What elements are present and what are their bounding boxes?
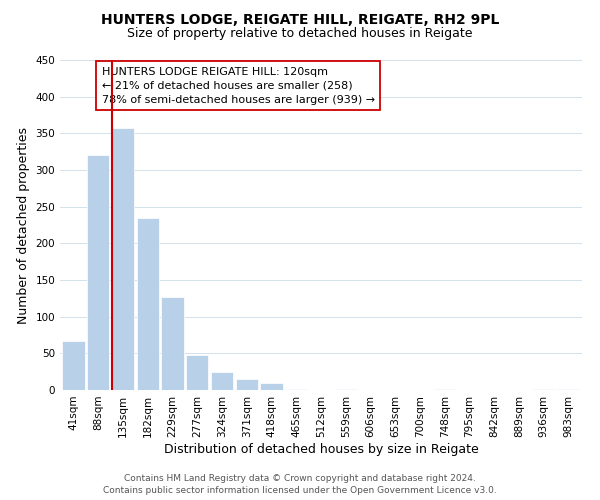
Bar [260, 382, 283, 390]
Bar [87, 156, 109, 390]
Bar [236, 379, 258, 390]
Bar [161, 297, 184, 390]
Y-axis label: Number of detached properties: Number of detached properties [17, 126, 30, 324]
X-axis label: Distribution of detached houses by size in Reigate: Distribution of detached houses by size … [164, 442, 478, 456]
Bar [211, 372, 233, 390]
Bar [186, 355, 208, 390]
Text: Size of property relative to detached houses in Reigate: Size of property relative to detached ho… [127, 28, 473, 40]
Bar [137, 218, 159, 390]
Bar [62, 341, 85, 390]
Text: Contains HM Land Registry data © Crown copyright and database right 2024.
Contai: Contains HM Land Registry data © Crown c… [103, 474, 497, 495]
Bar [285, 388, 307, 390]
Text: HUNTERS LODGE REIGATE HILL: 120sqm
← 21% of detached houses are smaller (258)
78: HUNTERS LODGE REIGATE HILL: 120sqm ← 21%… [102, 66, 375, 104]
Text: HUNTERS LODGE, REIGATE HILL, REIGATE, RH2 9PL: HUNTERS LODGE, REIGATE HILL, REIGATE, RH… [101, 12, 499, 26]
Bar [112, 128, 134, 390]
